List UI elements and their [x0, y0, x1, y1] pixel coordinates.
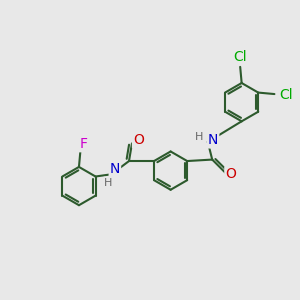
Text: Cl: Cl [233, 50, 246, 64]
Text: N: N [208, 134, 218, 147]
Text: O: O [133, 134, 144, 147]
Text: N: N [110, 162, 120, 176]
Text: H: H [104, 178, 112, 188]
Text: F: F [80, 137, 87, 151]
Text: Cl: Cl [279, 88, 292, 102]
Text: O: O [225, 167, 236, 181]
Text: H: H [195, 133, 204, 142]
